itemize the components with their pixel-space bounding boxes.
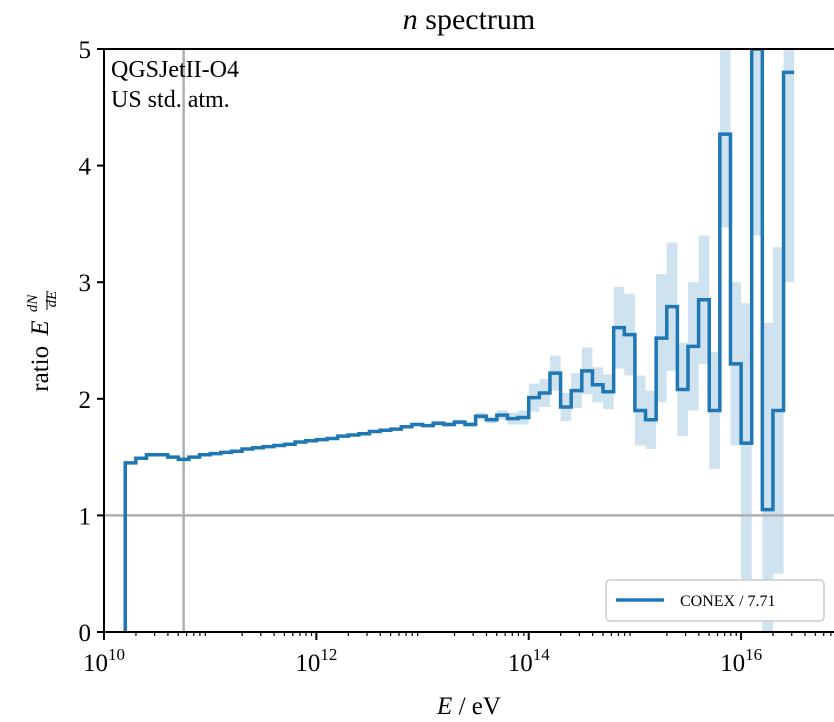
axes-frame <box>103 48 834 633</box>
y-tick-label: 4 <box>79 154 92 181</box>
uncertainty-band <box>762 323 773 632</box>
x-tick-label: 1010 <box>83 645 125 677</box>
y-axis-label: ratio E dN dE <box>16 288 60 392</box>
x-axis-label: E / eV <box>436 693 501 720</box>
x-axis-ticks: 1010 1012 1014 1016 <box>83 632 832 677</box>
uncertainty-band <box>783 49 795 283</box>
y-axis-ticks: 0 1 2 3 4 5 <box>79 37 104 647</box>
y-tick-label: 1 <box>79 503 92 530</box>
y-tick: 2 <box>79 387 104 414</box>
y-tick: 4 <box>79 154 104 181</box>
x-tick-label: 1014 <box>508 645 551 677</box>
y-tick: 5 <box>79 37 104 64</box>
y-tick: 3 <box>79 270 104 297</box>
uncertainty-band <box>719 49 731 228</box>
y-tick-label: 2 <box>79 387 92 414</box>
legend-label: CONEX / 7.71 <box>680 593 776 610</box>
y-tick: 1 <box>79 503 104 530</box>
x-tick-label: 1012 <box>295 645 337 677</box>
y-tick-label: 0 <box>79 620 92 647</box>
series-line-conex <box>123 49 795 632</box>
x-tick: 1014 <box>508 632 551 677</box>
y-tick: 0 <box>79 620 104 647</box>
x-tick: 1016 <box>720 632 762 677</box>
annotation-atmosphere: US std. atm. <box>111 87 230 113</box>
x-tick: 1012 <box>295 632 337 677</box>
annotation-model: QGSJetII-O4 <box>111 57 239 83</box>
annotation: QGSJetII-O4 US std. atm. <box>111 57 239 113</box>
legend-box <box>605 579 825 622</box>
legend: CONEX / 7.71 <box>605 579 825 622</box>
x-tick-label: 1016 <box>720 645 762 677</box>
svg-text:ratio E dN d: ratio E dN dE <box>16 288 60 391</box>
y-tick-label: 5 <box>79 37 92 64</box>
x-tick: 1010 <box>83 632 125 677</box>
chart-title: n spectrum <box>403 3 535 36</box>
plot-area <box>104 49 834 632</box>
uncertainty-band <box>751 49 763 236</box>
y-tick-label: 3 <box>79 270 92 297</box>
